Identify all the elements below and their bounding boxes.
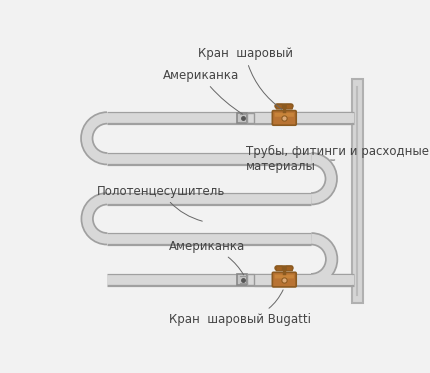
FancyBboxPatch shape [272,111,296,125]
Text: Американка: Американка [163,69,243,114]
Text: Американка: Американка [169,240,246,275]
FancyBboxPatch shape [352,79,363,303]
Text: Полотенцесушитель: Полотенцесушитель [97,185,226,221]
FancyBboxPatch shape [237,274,247,285]
Text: Кран  шаровый Bugatti: Кран шаровый Bugatti [169,290,310,326]
FancyBboxPatch shape [286,104,292,109]
FancyBboxPatch shape [247,274,254,285]
Text: Кран  шаровый: Кран шаровый [197,47,292,109]
FancyBboxPatch shape [272,272,296,287]
FancyBboxPatch shape [275,275,294,279]
FancyBboxPatch shape [286,266,292,271]
Text: Трубы, фитинги и расходные
материалы: Трубы, фитинги и расходные материалы [246,145,429,173]
FancyBboxPatch shape [276,104,283,109]
FancyBboxPatch shape [247,113,254,123]
FancyBboxPatch shape [275,113,294,117]
FancyBboxPatch shape [237,113,247,123]
FancyBboxPatch shape [276,266,283,271]
